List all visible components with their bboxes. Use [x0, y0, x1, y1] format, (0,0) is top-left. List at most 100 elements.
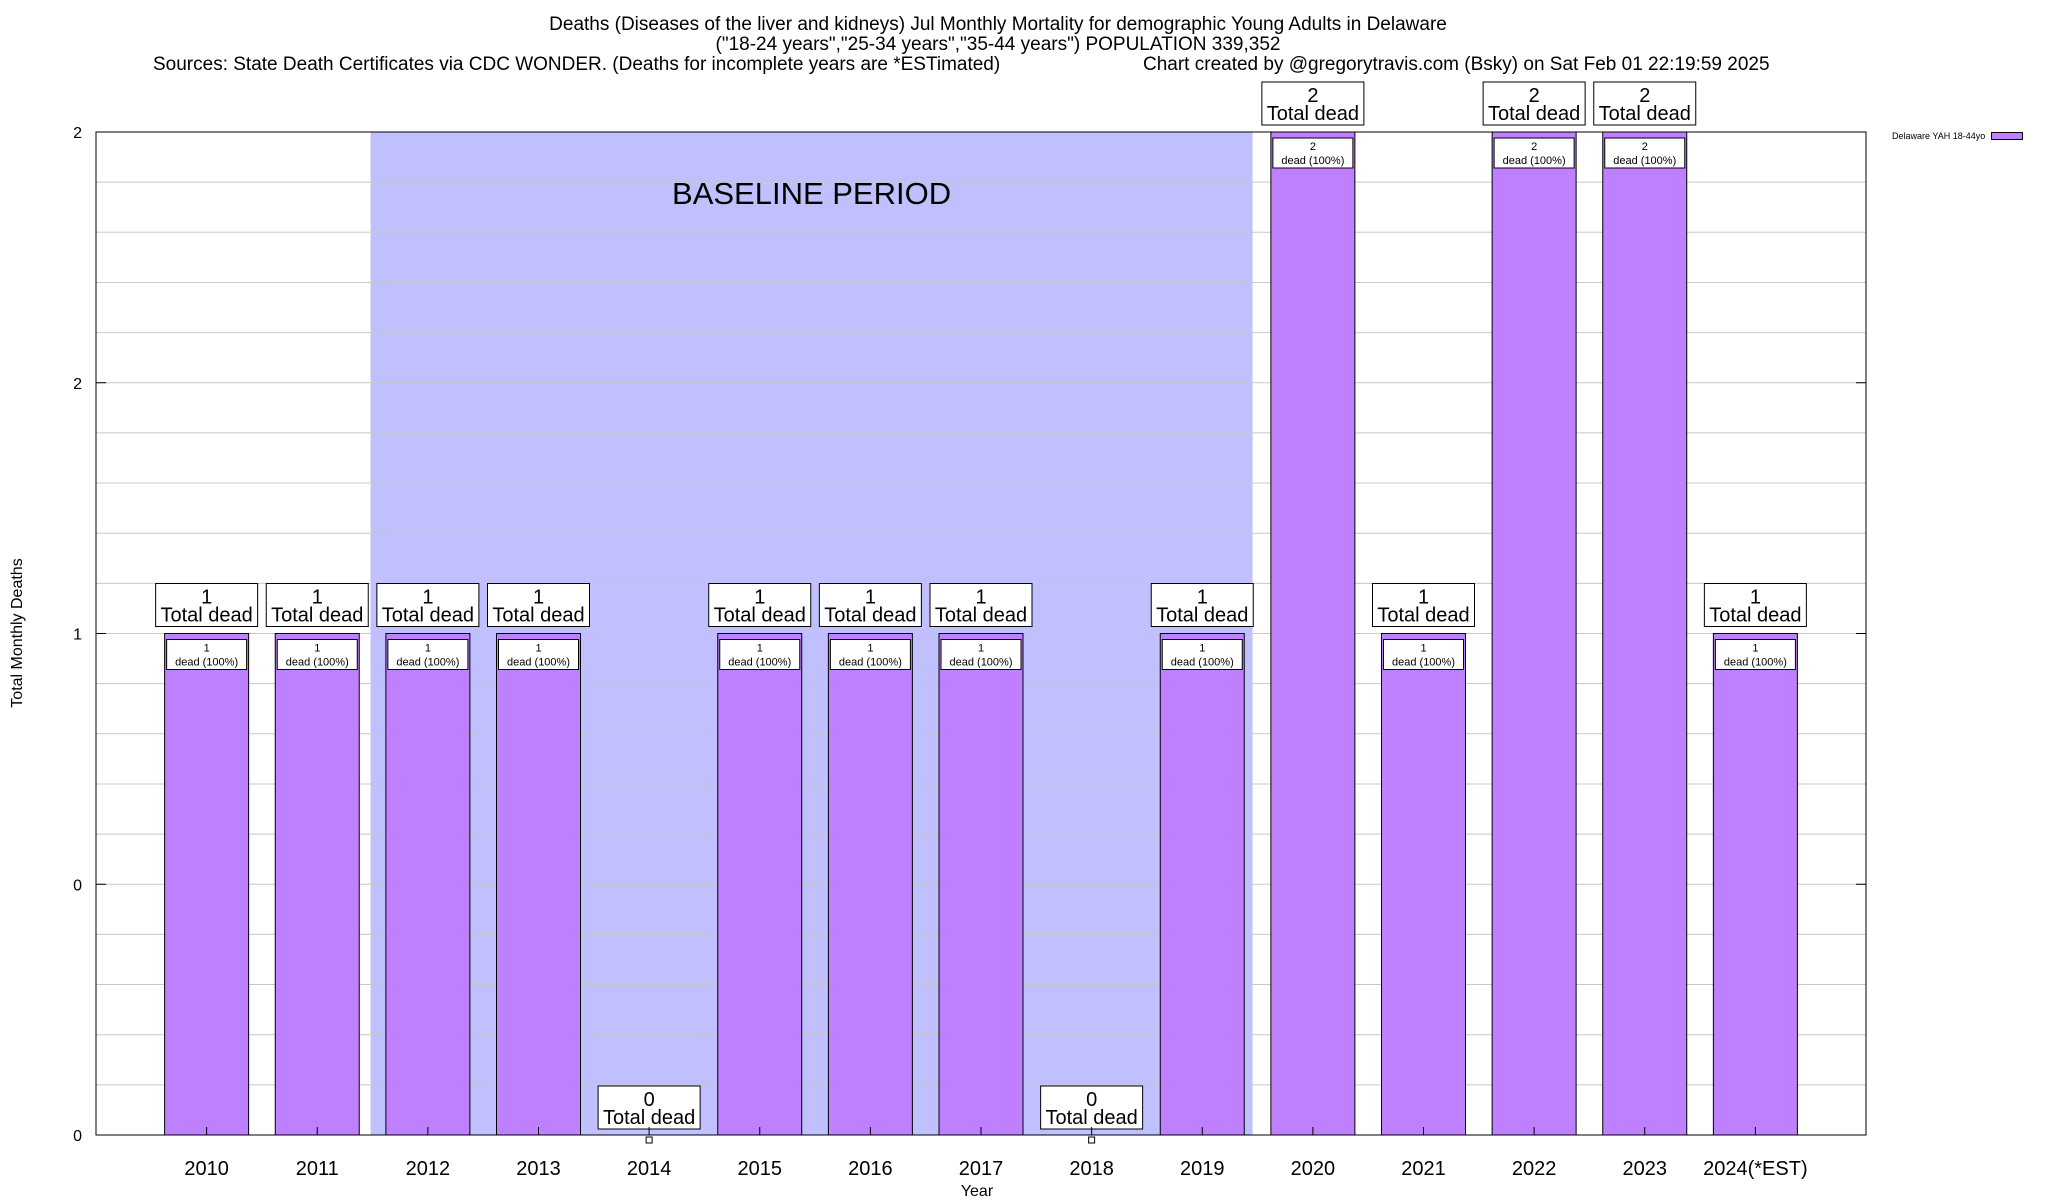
bar-inner-label-box	[1493, 137, 1575, 169]
total-value: 1	[865, 587, 876, 609]
total-label-box	[265, 583, 369, 627]
bar	[164, 633, 250, 1136]
total-label-box	[818, 583, 922, 627]
bar-inner-label: dead (100%)	[1613, 155, 1676, 167]
total-value: 0	[1086, 1089, 1097, 1111]
total-value: 1	[312, 587, 323, 609]
baseline-period-label: BASELINE PERIOD	[672, 176, 951, 211]
x-tick-label: 2021	[1401, 1158, 1446, 1180]
total-value: 0	[644, 1089, 655, 1111]
x-tick-label: 2018	[1069, 1158, 1114, 1180]
total-value: 1	[754, 587, 765, 609]
x-tick-label: 2013	[516, 1158, 561, 1180]
total-label-box	[487, 583, 590, 627]
total-label-box	[929, 583, 1033, 627]
total-label: Total dead	[1267, 103, 1359, 125]
y-tick-label: 2	[73, 125, 82, 142]
bar	[827, 633, 913, 1136]
y-tick-label: 1	[73, 627, 82, 644]
bar-inner-label: dead (100%)	[175, 657, 238, 669]
bar-inner-label-box	[498, 639, 579, 670]
total-label-box	[597, 1085, 701, 1130]
x-tick-label: 2022	[1512, 1158, 1557, 1180]
bar-inner-value: 1	[314, 643, 320, 655]
bar-inner-label: dead (100%)	[286, 657, 349, 669]
bar-inner-value: 1	[535, 643, 541, 655]
total-label: Total dead	[271, 605, 363, 627]
total-value: 1	[1197, 587, 1208, 609]
bar	[1491, 131, 1577, 1136]
bar-inner-value: 1	[425, 643, 431, 655]
bar-inner-value: 2	[1531, 141, 1537, 153]
total-value: 1	[1418, 587, 1429, 609]
bar-inner-value: 2	[1310, 141, 1316, 153]
bar-inner-value: 2	[1642, 141, 1648, 153]
bar-inner-label: dead (100%)	[1171, 657, 1234, 669]
bar	[1270, 131, 1356, 1136]
total-label-box	[1482, 81, 1586, 126]
x-tick-label: 2016	[848, 1158, 893, 1180]
chart-subtitle: ("18-24 years","25-34 years","35-44 year…	[715, 34, 1281, 55]
total-label-box	[708, 583, 812, 627]
bar-inner-label-box	[276, 639, 358, 670]
total-label-box	[1150, 583, 1254, 627]
bar	[385, 633, 471, 1136]
x-tick-label: 2012	[406, 1158, 451, 1180]
bar-inner-value: 1	[1420, 643, 1426, 655]
x-tick-label: 2024(*EST)	[1703, 1158, 1808, 1180]
bar-inner-label: dead (100%)	[950, 657, 1013, 669]
bar-inner-value: 1	[757, 643, 763, 655]
total-label: Total dead	[382, 605, 474, 627]
bar-inner-value: 1	[1199, 643, 1205, 655]
total-value: 1	[201, 587, 212, 609]
y-tick-label: 0	[73, 877, 82, 894]
x-tick-label: 2019	[1180, 1158, 1225, 1180]
x-axis-label: Year	[961, 1183, 994, 1200]
total-label: Total dead	[1599, 103, 1691, 125]
x-tick-label: 2011	[296, 1158, 339, 1180]
total-label-box	[376, 583, 480, 627]
total-label-box	[1261, 81, 1365, 126]
total-label: Total dead	[1488, 103, 1580, 125]
bar-inner-label: dead (100%)	[839, 657, 902, 669]
total-label-box	[1703, 583, 1807, 627]
total-label-box	[155, 583, 259, 627]
chart-credit: Chart created by @gregorytravis.com (Bsk…	[1143, 54, 1770, 75]
bar-inner-label-box	[1161, 639, 1243, 670]
y-tick-label: 0	[73, 1128, 82, 1145]
total-value: 2	[1307, 85, 1318, 107]
zero-marker	[1088, 1136, 1096, 1144]
total-value: 1	[975, 587, 986, 609]
total-label-box	[1372, 583, 1475, 627]
bar-inner-label-box	[166, 639, 248, 670]
bar-inner-label: dead (100%)	[728, 657, 791, 669]
bar-inner-label-box	[1604, 137, 1686, 169]
total-label: Total dead	[714, 605, 806, 627]
bar-inner-label-box	[387, 639, 469, 670]
bar	[274, 633, 360, 1136]
bar-inner-label: dead (100%)	[1281, 155, 1344, 167]
total-value: 2	[1529, 85, 1540, 107]
total-label: Total dead	[935, 605, 1027, 627]
bar-inner-label-box	[719, 639, 801, 670]
x-tick-label: 2015	[738, 1158, 783, 1180]
total-label: Total dead	[1709, 605, 1801, 627]
bar-inner-value: 1	[867, 643, 873, 655]
bar-inner-label: dead (100%)	[507, 657, 570, 669]
total-value: 1	[1750, 587, 1761, 609]
bar-inner-label-box	[1272, 137, 1354, 169]
bar-inner-label: dead (100%)	[1724, 657, 1787, 669]
total-label: Total dead	[1156, 605, 1248, 627]
bar	[1159, 633, 1245, 1136]
bar-inner-label-box	[1383, 639, 1464, 670]
total-label: Total dead	[1377, 605, 1469, 627]
bar-inner-label-box	[1714, 639, 1796, 670]
total-value: 1	[422, 587, 433, 609]
total-label: Total dead	[160, 605, 252, 627]
x-tick-label: 2014	[627, 1158, 672, 1180]
bar	[1602, 131, 1688, 1136]
total-label-box	[1593, 81, 1697, 126]
bar	[938, 633, 1024, 1136]
x-tick-label: 2010	[184, 1158, 229, 1180]
y-tick-label: 2	[73, 376, 82, 393]
